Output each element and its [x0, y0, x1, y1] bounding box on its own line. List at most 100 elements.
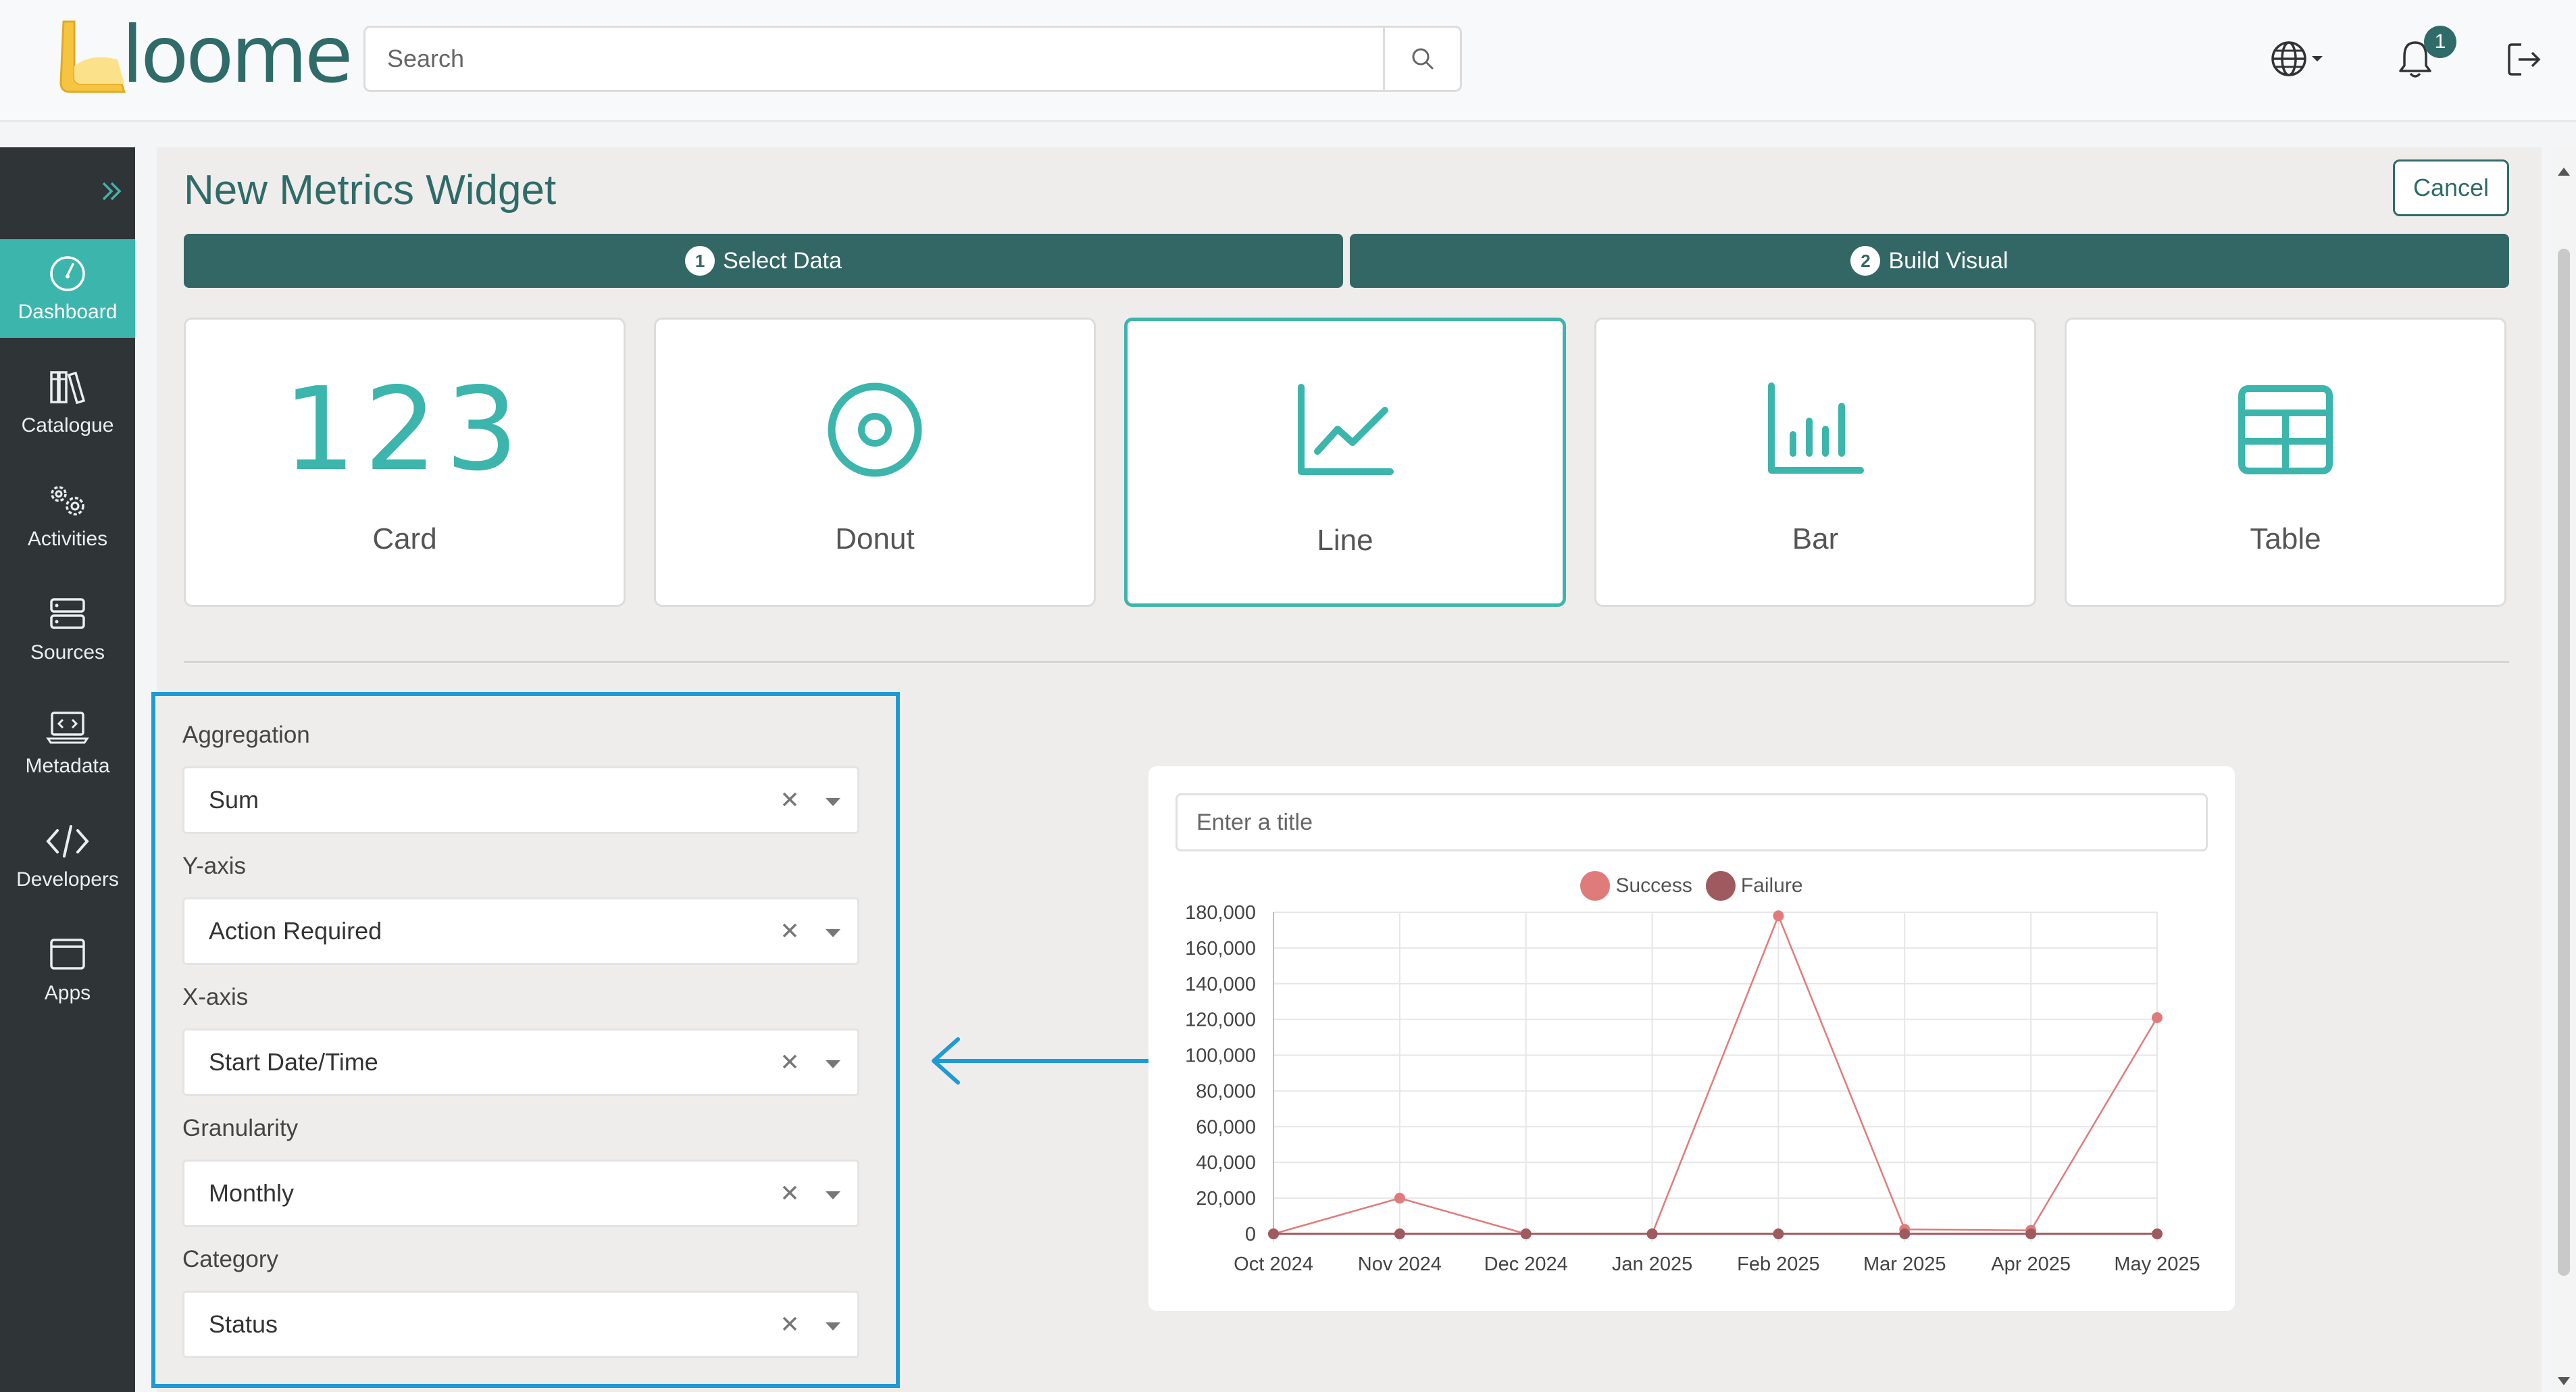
select-value: Sum [209, 786, 259, 814]
visual-type-card[interactable]: 123 Card [184, 318, 626, 607]
sidebar-item-sources[interactable]: Sources [0, 580, 135, 678]
data-point-success [2152, 1012, 2163, 1024]
step-number: 1 [685, 246, 715, 276]
category-select[interactable]: Status [182, 1291, 859, 1358]
notification-badge: 1 [2424, 26, 2456, 58]
sidebar-item-apps[interactable]: Apps [0, 920, 135, 1019]
select-value: Status [209, 1310, 278, 1338]
search-input[interactable] [365, 28, 1384, 90]
data-point-success [1394, 1193, 1405, 1204]
sidebar-expand-toggle[interactable] [95, 174, 128, 208]
aggregation-label: Aggregation [182, 722, 310, 748]
line-chart: 0 20,000 40,000 60,000 80,000 100,000 120,000 1… [1185, 902, 2200, 1275]
legend-swatch [1705, 871, 1736, 901]
metadata-icon [46, 712, 89, 744]
chart-title-input[interactable] [1176, 793, 2208, 851]
clear-icon[interactable] [776, 1310, 803, 1337]
step-build-visual[interactable]: 2 Build Visual [1350, 234, 2509, 288]
double-chevron-right-icon [102, 182, 122, 201]
series-line-success [1273, 913, 2158, 1235]
notifications-button[interactable] [2392, 34, 2439, 85]
sources-icon [50, 598, 85, 629]
granularity-select[interactable]: Monthly [182, 1160, 859, 1227]
data-point-failure [1268, 1228, 1279, 1239]
scrollbar-thumb[interactable] [2558, 249, 2570, 1276]
data-point-success [1773, 910, 1784, 922]
select-value: Start Date/Time [209, 1048, 378, 1076]
line-chart-icon [1298, 384, 1394, 475]
sidebar-item-label: Activities [27, 528, 108, 550]
y-axis-select[interactable]: Action Required [182, 897, 859, 965]
sidebar-item-metadata[interactable]: Metadata [0, 693, 135, 792]
x-tick-label: Nov 2024 [1358, 1253, 1442, 1275]
search-button[interactable] [1383, 28, 1460, 90]
select-value: Monthly [209, 1179, 295, 1207]
x-tick-label: Apr 2025 [1991, 1253, 2071, 1275]
granularity-label: Granularity [182, 1115, 299, 1141]
data-point-failure [1394, 1228, 1405, 1239]
apps-icon [50, 939, 85, 970]
x-tick-label: Jan 2025 [1612, 1253, 1692, 1275]
legend-item-failure[interactable]: Failure [1705, 871, 1803, 901]
clear-icon[interactable] [776, 1179, 803, 1206]
visual-type-line[interactable]: Line [1124, 318, 1566, 607]
page-title: New Metrics Widget [184, 167, 557, 214]
visual-type-bar[interactable]: Bar [1594, 318, 2036, 607]
sidebar: Dashboard Catalogue Activities Sources M… [0, 147, 135, 1392]
chevron-down-icon [2312, 56, 2323, 61]
catalogue-icon [50, 371, 86, 405]
y-tick-label: 160,000 [1185, 938, 1256, 960]
sidebar-item-catalogue[interactable]: Catalogue [0, 353, 135, 451]
y-tick-label: 100,000 [1185, 1045, 1256, 1067]
sidebar-item-label: Dashboard [18, 301, 118, 323]
loome-logo[interactable]: loome [57, 9, 353, 101]
chevron-down-icon[interactable] [819, 1182, 847, 1209]
step-select-data[interactable]: 1 Select Data [184, 234, 1343, 288]
sidebar-item-label: Metadata [25, 755, 110, 777]
select-value: Action Required [209, 917, 382, 945]
sidebar-item-label: Sources [30, 641, 105, 664]
clear-icon[interactable] [776, 917, 803, 944]
bell-icon [2399, 41, 2431, 78]
tile-label: Bar [1792, 522, 1839, 555]
chevron-down-icon[interactable] [819, 789, 847, 816]
scroll-down-icon[interactable] [2552, 1372, 2576, 1392]
field-selection-highlight [151, 692, 900, 1388]
legend-swatch [1580, 871, 1611, 901]
chart-preview-panel: Success Failure 0 20,000 40,000 60,000 80,00… [1148, 766, 2235, 1311]
visual-type-donut[interactable]: Donut [654, 318, 1096, 607]
y-axis-label: Y-axis [182, 853, 247, 879]
tile-label: Line [1317, 524, 1373, 557]
sidebar-item-activities[interactable]: Activities [0, 466, 135, 565]
logout-button[interactable] [2500, 35, 2548, 84]
tile-label: Table [2250, 522, 2321, 555]
chevron-down-icon[interactable] [819, 920, 847, 947]
cancel-button[interactable]: Cancel [2393, 159, 2509, 216]
tile-label: Donut [835, 522, 915, 555]
chevron-down-icon[interactable] [819, 1313, 847, 1340]
chart-legend: Success Failure [1148, 869, 2235, 903]
aggregation-select[interactable]: Sum [182, 766, 859, 834]
y-tick-label: 120,000 [1185, 1010, 1256, 1031]
x-axis-select[interactable]: Start Date/Time [182, 1028, 859, 1096]
y-tick-label: 140,000 [1185, 974, 1256, 995]
scroll-up-icon[interactable] [2552, 161, 2576, 181]
card-visual: 123 [186, 372, 624, 487]
developers-icon [46, 825, 89, 857]
page-scrollbar[interactable] [2552, 147, 2576, 1392]
visual-type-table[interactable]: Table [2065, 318, 2506, 607]
data-point-failure [2025, 1228, 2037, 1239]
sidebar-item-dashboard[interactable]: Dashboard [0, 239, 135, 338]
y-tick-label: 20,000 [1196, 1188, 1256, 1210]
legend-item-success[interactable]: Success [1580, 871, 1692, 901]
clear-icon[interactable] [776, 786, 803, 813]
chevron-down-icon[interactable] [819, 1051, 847, 1078]
data-point-failure [1773, 1228, 1784, 1239]
x-tick-label: Dec 2024 [1484, 1253, 1568, 1275]
x-axis-label: X-axis [182, 984, 249, 1010]
clear-icon[interactable] [776, 1048, 803, 1075]
language-selector[interactable] [2263, 35, 2331, 82]
search-icon [1412, 48, 1433, 70]
bar-chart-icon [1768, 382, 1864, 474]
sidebar-item-developers[interactable]: Developers [0, 807, 135, 905]
